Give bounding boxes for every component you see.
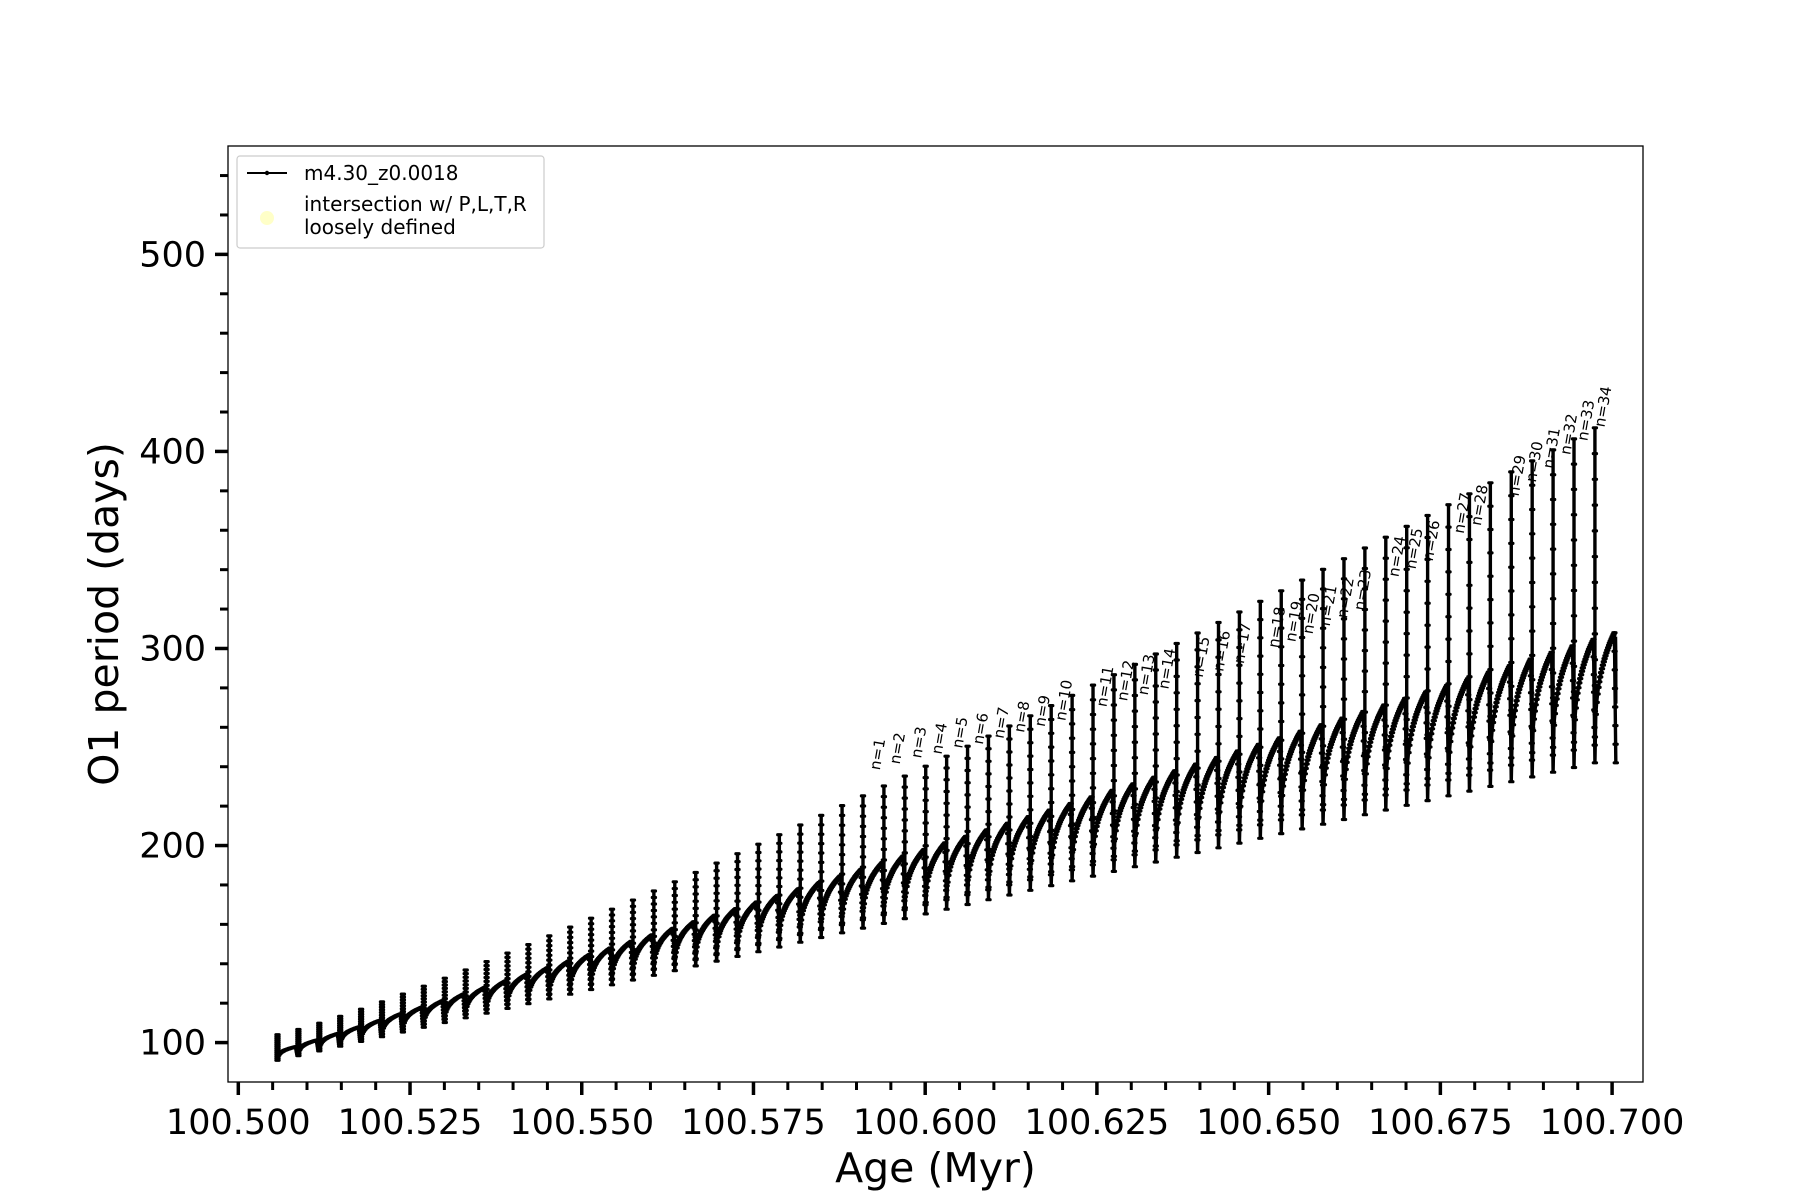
annotation-label: n=6 <box>969 711 992 745</box>
legend-label-intersection: intersection w/ P,L,T,R <box>304 192 527 216</box>
legend-label-model: m4.30_z0.0018 <box>304 161 459 185</box>
annotation-label: n=2 <box>886 731 909 765</box>
annotation-label: n=16 <box>1209 629 1234 673</box>
x-tick-label: 100.700 <box>1540 1103 1685 1143</box>
annotation-label: n=17 <box>1230 621 1255 665</box>
annotation-label: n=4 <box>928 721 951 755</box>
x-tick-label: 100.500 <box>166 1103 311 1143</box>
x-tick-label: 100.575 <box>681 1103 826 1143</box>
ticks-layer: 100.500 100.525 100.550 100.575 100.600 100.6… <box>139 174 1685 1143</box>
legend-label-intersection-line2: loosely defined <box>304 215 456 239</box>
annotation-label: n=23 <box>1350 568 1375 612</box>
plot-area-frame <box>227 145 1644 1083</box>
legend-intersection-marker <box>260 211 274 225</box>
x-tick-label: 100.550 <box>509 1103 654 1143</box>
annotation-label: n=26 <box>1419 519 1444 563</box>
annotation-label: n=7 <box>990 705 1013 739</box>
x-tick-label: 100.650 <box>1196 1103 1341 1143</box>
x-tick-label: 100.600 <box>853 1103 998 1143</box>
y-tick-label: 500 <box>139 235 206 275</box>
annotation-label: n=1 <box>866 737 889 771</box>
y-tick-label: 400 <box>139 432 206 472</box>
annotation-label: n=34 <box>1591 385 1616 429</box>
annotation-label: n=28 <box>1467 483 1492 527</box>
annotation-label: n=3 <box>907 725 930 759</box>
annotation-label: n=5 <box>948 715 971 749</box>
legend: m4.30_z0.0018 intersection w/ P,L,T,R lo… <box>236 155 545 249</box>
series-layer <box>274 426 1619 1062</box>
y-tick-label: 100 <box>139 1024 206 1064</box>
annotation-label: n=15 <box>1189 635 1214 679</box>
x-tick-label: 100.675 <box>1368 1103 1513 1143</box>
annotation-label: n=8 <box>1010 700 1033 734</box>
y-tick-label: 200 <box>139 827 206 867</box>
legend-dot-marker <box>264 170 270 176</box>
x-tick-label: 100.525 <box>338 1103 483 1143</box>
x-tick-label: 100.625 <box>1025 1103 1170 1143</box>
x-axis-title: Age (Myr) <box>835 1144 1036 1192</box>
series-markers-m4.30_z0.0018 <box>274 426 1619 1062</box>
y-tick-label: 300 <box>139 629 206 669</box>
y-axis-title: O1 period (days) <box>80 442 128 786</box>
legend-frame <box>236 155 545 249</box>
annotation-label: n=9 <box>1031 694 1054 728</box>
